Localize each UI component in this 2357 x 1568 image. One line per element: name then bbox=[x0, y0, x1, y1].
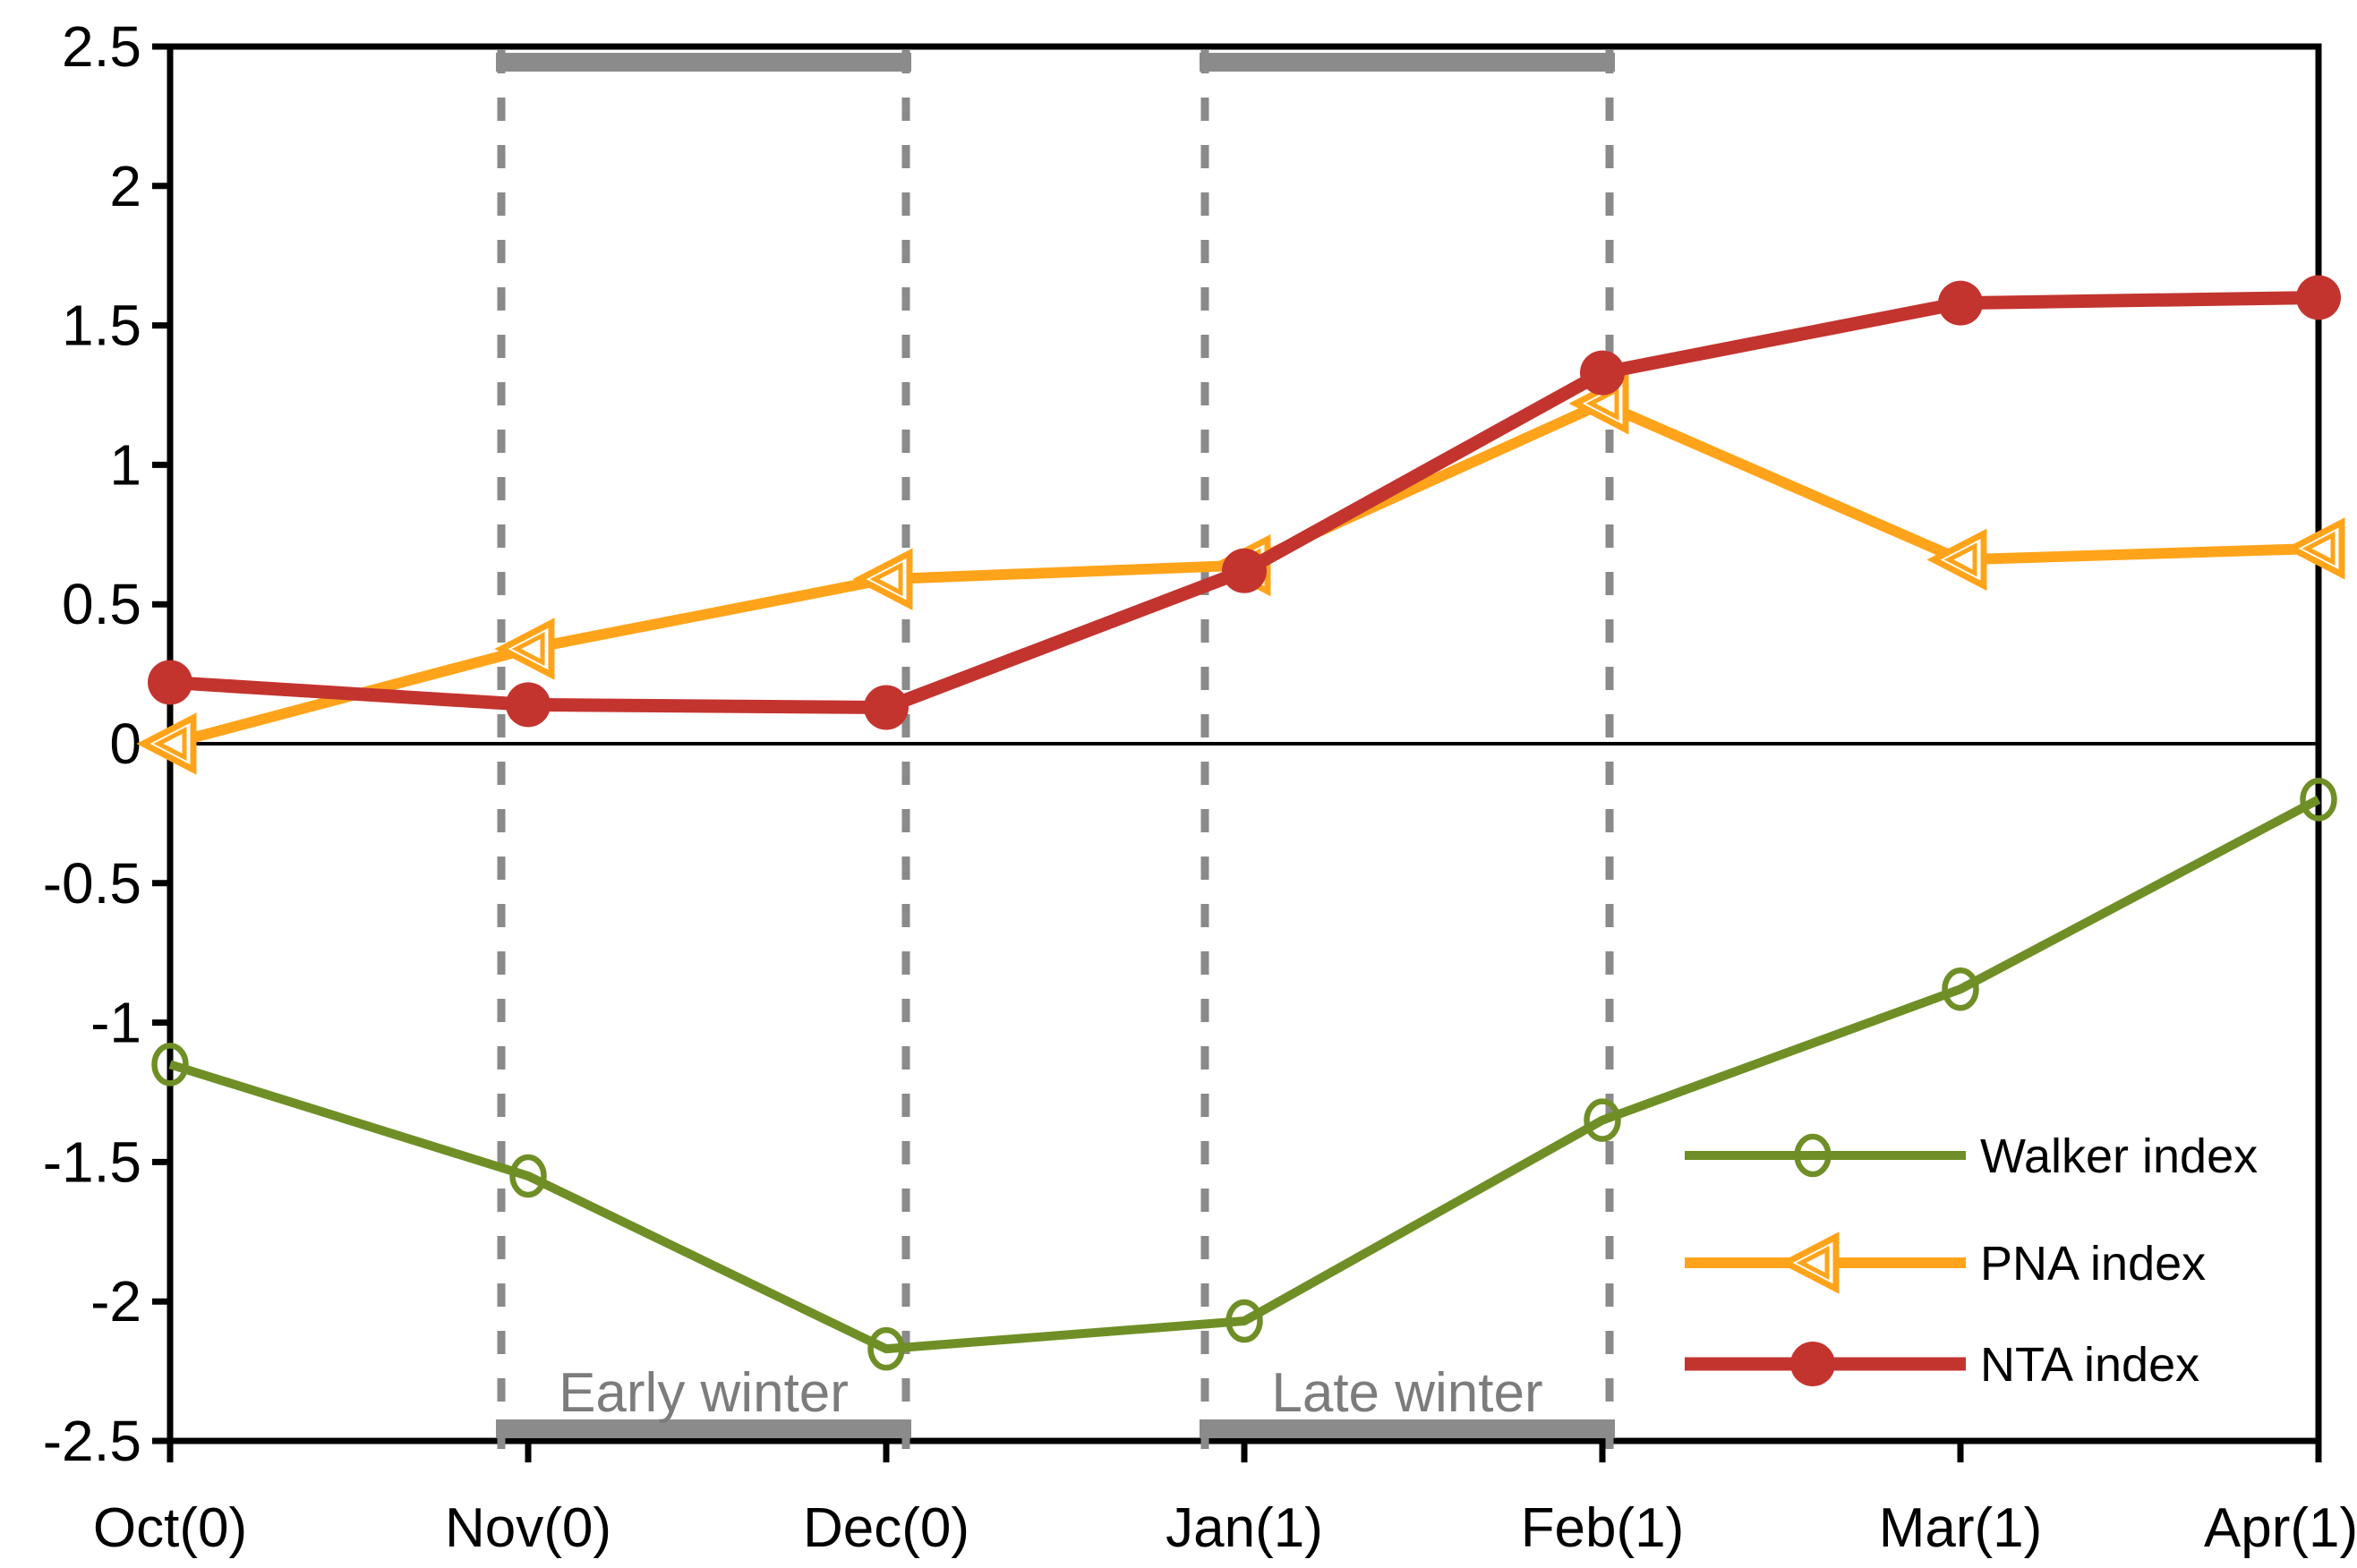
series-nta-index bbox=[148, 275, 2341, 730]
y-tick-label: -1 bbox=[90, 991, 141, 1055]
legend-label: PNA index bbox=[1980, 1237, 2206, 1291]
y-tick-label: -1.5 bbox=[43, 1129, 141, 1194]
data-point-marker bbox=[1585, 386, 1619, 421]
data-point-marker bbox=[2296, 275, 2341, 320]
legend-label: NTA index bbox=[1980, 1338, 2199, 1392]
data-point-marker bbox=[1942, 967, 1979, 1011]
season-bottom-bar bbox=[496, 1419, 911, 1438]
season-label: Early winter bbox=[559, 1362, 849, 1424]
season-top-bar bbox=[496, 53, 911, 72]
x-axis: Oct(0) Nov(0) Dec(0) Jan(1) Feb(1) Mar(1) Apr(… bbox=[93, 1441, 2357, 1559]
data-point-marker bbox=[864, 685, 909, 730]
legend-entry: NTA index bbox=[1685, 1338, 2199, 1392]
data-point-marker bbox=[1790, 1342, 1835, 1386]
data-point-marker bbox=[153, 726, 187, 762]
data-point-marker bbox=[509, 1154, 547, 1198]
data-point-marker bbox=[1938, 280, 1983, 326]
y-tick-label: -2.5 bbox=[43, 1409, 141, 1473]
y-axis: 2.5 2 1.5 1 0.5 0 -0.5 -1 -1.5 -2 -2.5 bbox=[43, 14, 170, 1473]
x-tick-label: Dec(0) bbox=[803, 1497, 969, 1559]
data-point-marker bbox=[867, 1326, 905, 1371]
y-tick-label: 1.5 bbox=[62, 294, 141, 358]
series-pna-index bbox=[136, 372, 2345, 775]
y-tick-label: 0 bbox=[109, 712, 141, 776]
season-bottom-bar bbox=[1200, 1419, 1615, 1438]
data-point-marker bbox=[511, 631, 545, 667]
season-top-bar bbox=[1200, 53, 1615, 72]
legend-label: Walker index bbox=[1980, 1129, 2258, 1183]
series-walker-index bbox=[151, 778, 2337, 1371]
data-point-marker bbox=[1584, 1098, 1621, 1142]
data-point-marker bbox=[2300, 778, 2337, 822]
season-regions: Early winter Late winter bbox=[496, 50, 1615, 1472]
x-tick-label: Jan(1) bbox=[1166, 1497, 1323, 1559]
series-line bbox=[169, 290, 2319, 714]
data-point-marker bbox=[1796, 1245, 1830, 1281]
y-tick-label: -2 bbox=[90, 1269, 141, 1334]
y-tick-label: 2 bbox=[109, 154, 141, 218]
data-point-marker bbox=[1580, 350, 1625, 396]
legend-entry: Walker index bbox=[1685, 1129, 2258, 1183]
data-point-marker bbox=[151, 1043, 189, 1087]
x-tick-label: Apr(1) bbox=[2204, 1497, 2357, 1559]
y-tick-label: 2.5 bbox=[62, 14, 141, 79]
data-point-marker bbox=[1794, 1133, 1832, 1178]
data-point-marker bbox=[869, 562, 903, 597]
data-point-marker bbox=[148, 660, 192, 705]
data-point-marker bbox=[1225, 1299, 1263, 1343]
legend-entry: PNA index bbox=[1685, 1231, 2206, 1294]
y-tick-label: 0.5 bbox=[62, 572, 141, 636]
season-label: Late winter bbox=[1271, 1362, 1542, 1424]
x-tick-label: Mar(1) bbox=[1879, 1497, 2043, 1559]
y-tick-label: -0.5 bbox=[43, 851, 141, 916]
legend: Walker index PNA index NTA index bbox=[1685, 1129, 2258, 1392]
series-line bbox=[168, 795, 2321, 1354]
data-point-marker bbox=[2301, 531, 2336, 566]
y-tick-label: 1 bbox=[109, 432, 141, 497]
data-point-marker bbox=[1943, 542, 1977, 577]
x-tick-label: Feb(1) bbox=[1521, 1497, 1685, 1559]
x-tick-label: Oct(0) bbox=[93, 1497, 247, 1559]
data-point-marker bbox=[506, 682, 551, 728]
data-point-marker bbox=[1222, 548, 1267, 593]
x-tick-label: Nov(0) bbox=[445, 1497, 611, 1559]
